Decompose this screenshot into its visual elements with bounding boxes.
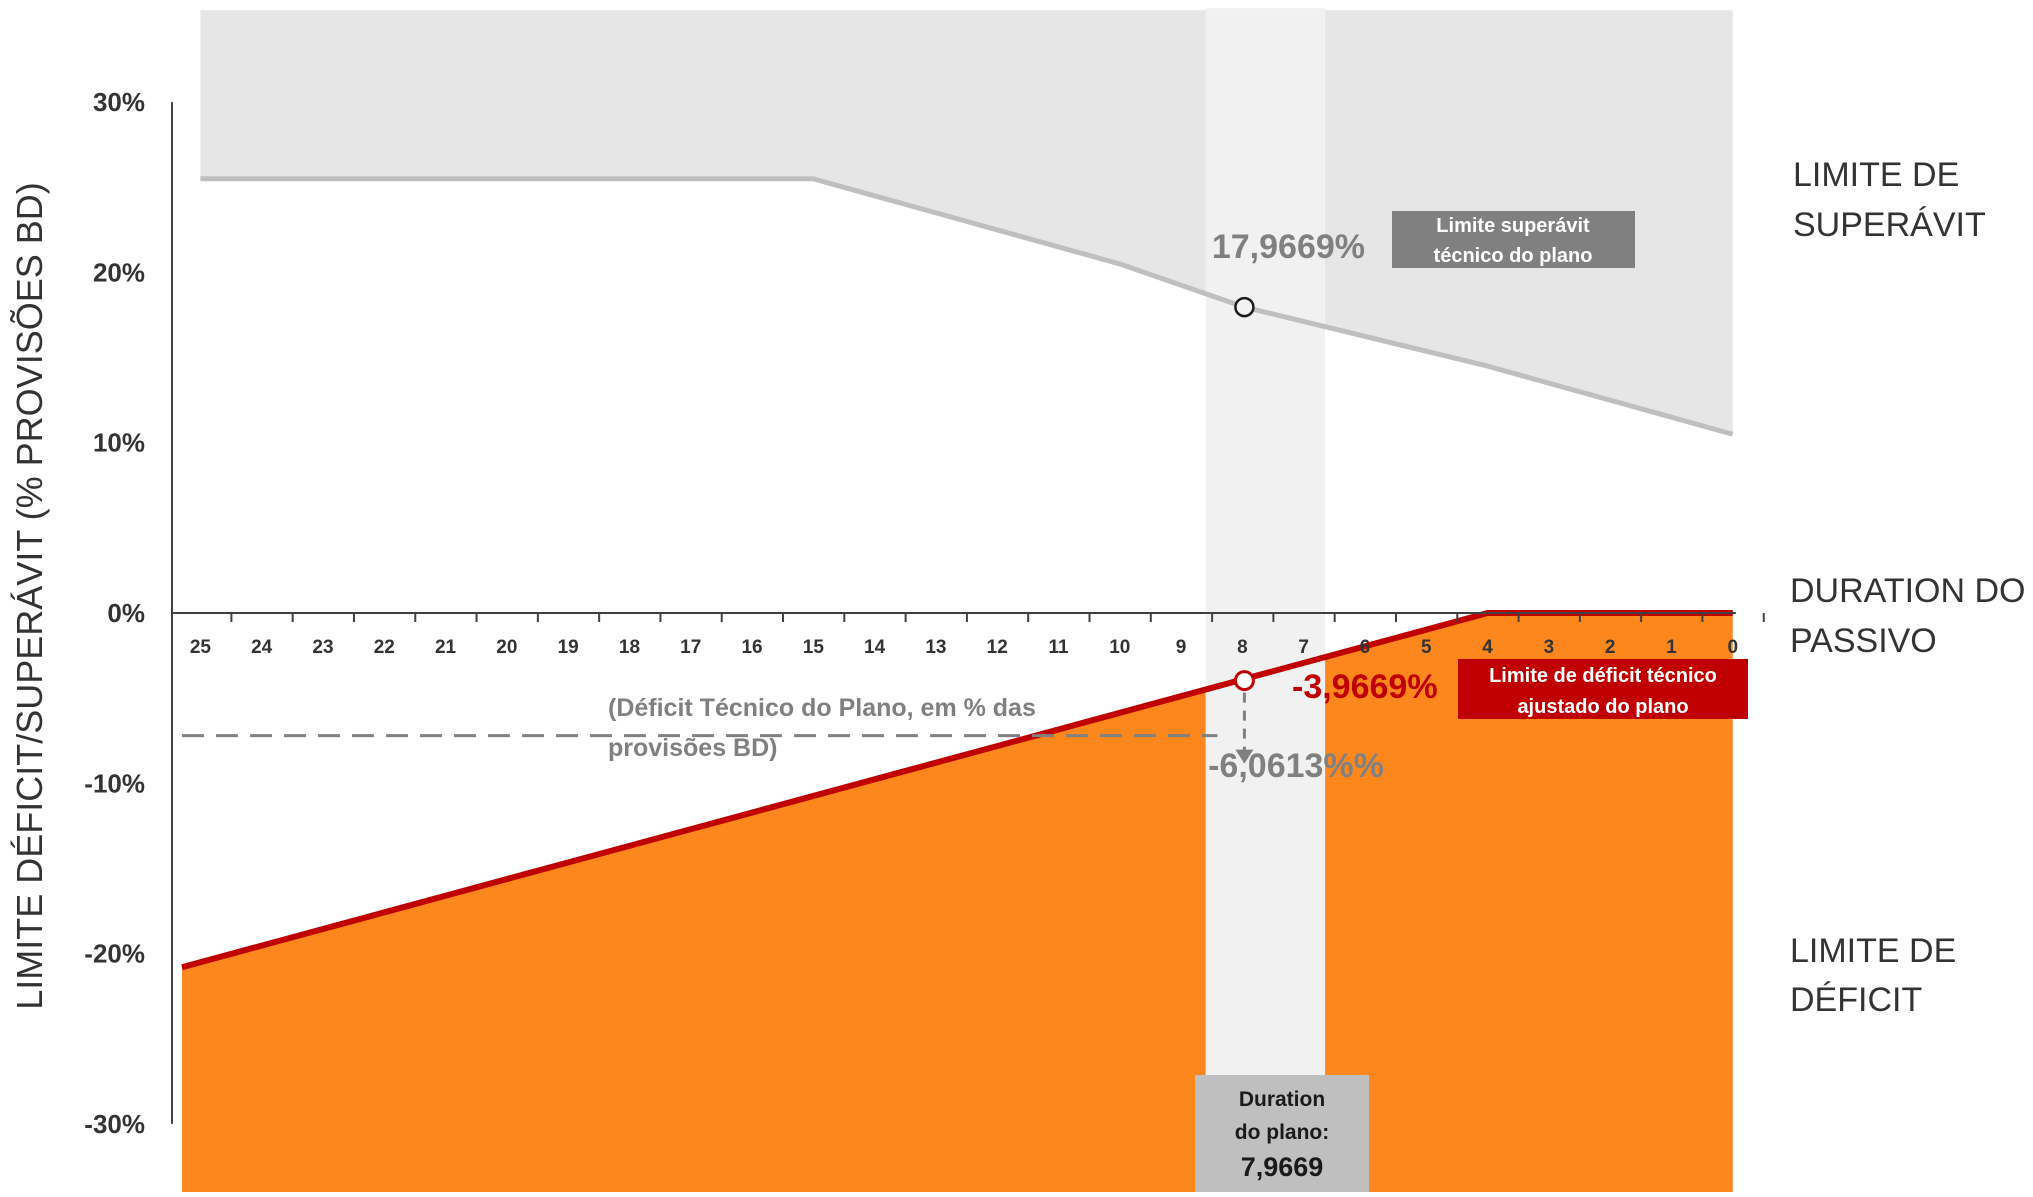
x-tick-label: 15: [803, 637, 825, 658]
deficit-limit-label-line1: LIMITE DE: [1790, 932, 1956, 970]
x-tick-label: 22: [374, 637, 395, 658]
plan-deficit-value: -6,0613%%: [1208, 747, 1384, 785]
chart-background-layer: [182, 8, 1733, 1192]
surplus-point-label: 17,9669%: [1212, 228, 1365, 266]
y-tick-label: 20%: [93, 257, 145, 287]
deficit-point-marker: [1235, 672, 1253, 690]
x-tick-label: 5: [1421, 637, 1432, 658]
x-tick-label: 21: [435, 637, 457, 658]
x-tick-label: 24: [251, 637, 273, 658]
deficit-limit-label-line2: DÉFICIT: [1790, 981, 1922, 1019]
duration-liability-label-line1: DURATION DO: [1790, 572, 2025, 610]
y-axis-title: LIMITE DÉFICIT/SUPERÁVIT (% PROVISÕES BD…: [9, 182, 50, 1009]
x-tick-label: 3: [1544, 637, 1555, 658]
plan-deficit-note-line2: provisões BD): [608, 734, 777, 762]
surplus-limit-label-line1: LIMITE DE: [1793, 156, 1959, 194]
x-tick-label: 12: [987, 637, 1008, 658]
surplus-box-text-line1: Limite superávit: [1436, 215, 1590, 237]
x-tick-label: 14: [864, 637, 886, 658]
x-tick-label: 2: [1605, 637, 1616, 658]
x-tick-label: 17: [680, 637, 701, 658]
x-tick-label: 7: [1298, 637, 1309, 658]
x-tick-label: 11: [1048, 637, 1069, 658]
surplus-limit-label-line2: SUPERÁVIT: [1793, 206, 1986, 244]
y-tick-label: 10%: [93, 428, 145, 458]
deficit-point-label: -3,9669%: [1292, 668, 1438, 706]
x-tick-label: 8: [1237, 637, 1248, 658]
x-tick-label: 16: [741, 637, 762, 658]
x-tick-label: 9: [1176, 637, 1187, 658]
duration-liability-label-line2: PASSIVO: [1790, 622, 1937, 660]
plan-deficit-note-line1: (Déficit Técnico do Plano, em % das: [608, 694, 1036, 722]
x-tick-label: 18: [619, 637, 640, 658]
x-tick-label: 10: [1109, 637, 1130, 658]
y-tick-label: -20%: [84, 939, 145, 969]
duration-box-text-line2: do plano:: [1235, 1121, 1329, 1144]
duration-box-value: 7,9669: [1241, 1152, 1324, 1182]
x-tick-label: 13: [925, 637, 946, 658]
x-tick-label: 23: [312, 637, 333, 658]
x-tick-label: 1: [1666, 637, 1677, 658]
x-tick-label: 19: [558, 637, 579, 658]
duration-box-text-line1: Duration: [1239, 1088, 1325, 1111]
x-tick-label: 20: [496, 637, 517, 658]
x-tick-label: 6: [1360, 637, 1371, 658]
deficit-box-text-line1: Limite de déficit técnico: [1489, 665, 1717, 687]
y-tick-label: 30%: [93, 87, 145, 117]
y-tick-label: -30%: [84, 1109, 145, 1139]
y-tick-label: 0%: [107, 598, 145, 628]
deficit-box-text-line2: ajustado do plano: [1517, 696, 1688, 718]
y-tick-label: -10%: [84, 768, 145, 798]
x-tick-label: 4: [1482, 637, 1493, 658]
duration-band: [1206, 8, 1326, 1192]
surplus-box-text-line2: técnico do plano: [1434, 245, 1593, 267]
x-tick-label: 0: [1727, 637, 1738, 658]
x-tick-label: 25: [190, 637, 212, 658]
surplus-point-marker: [1235, 298, 1253, 316]
